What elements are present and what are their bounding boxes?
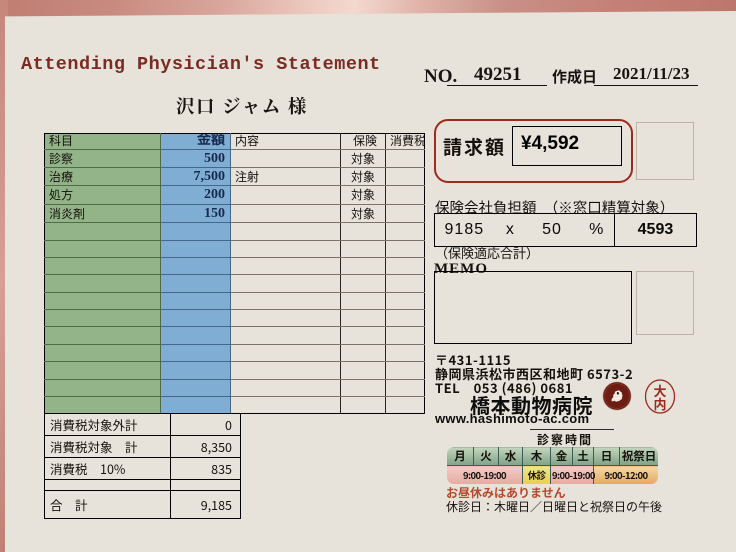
svg-text:内: 内 <box>653 394 666 413</box>
